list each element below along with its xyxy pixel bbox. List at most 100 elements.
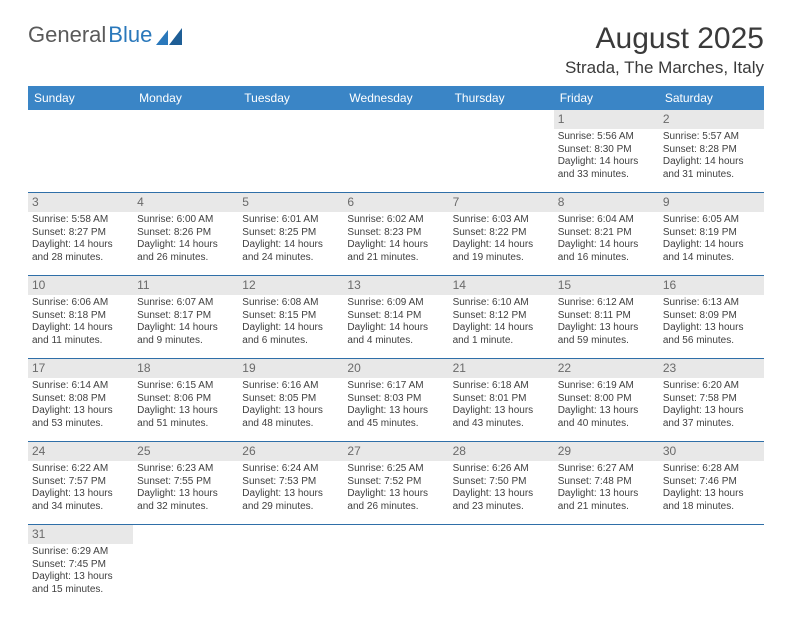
page-subtitle: Strada, The Marches, Italy [565, 58, 764, 78]
day-info-line: Sunset: 7:52 PM [347, 476, 444, 489]
day-info-line: and 56 minutes. [663, 335, 760, 348]
brand-logo: GeneralBlue [28, 22, 182, 48]
day-number: 11 [133, 276, 238, 295]
day-info-line: Sunset: 7:46 PM [663, 476, 760, 489]
calendar-header-row: SundayMondayTuesdayWednesdayThursdayFrid… [28, 86, 764, 110]
day-info-line: Sunset: 8:30 PM [558, 144, 655, 157]
day-info-line: Daylight: 13 hours [347, 405, 444, 418]
day-info-line: and 28 minutes. [32, 252, 129, 265]
calendar-empty-cell [28, 110, 133, 193]
day-info: Sunrise: 6:03 AMSunset: 8:22 PMDaylight:… [453, 214, 550, 264]
brand-part1: General [28, 22, 106, 48]
day-info-line: Sunset: 8:01 PM [453, 393, 550, 406]
calendar-day-cell: 1Sunrise: 5:56 AMSunset: 8:30 PMDaylight… [554, 110, 659, 193]
calendar-day-cell: 21Sunrise: 6:18 AMSunset: 8:01 PMDayligh… [449, 359, 554, 442]
day-number: 22 [554, 359, 659, 378]
day-info-line: Sunset: 8:18 PM [32, 310, 129, 323]
day-info-line: Daylight: 13 hours [453, 488, 550, 501]
day-number: 27 [343, 442, 448, 461]
day-info-line: and 45 minutes. [347, 418, 444, 431]
day-info-line: Daylight: 14 hours [663, 156, 760, 169]
day-info-line: Daylight: 13 hours [137, 405, 234, 418]
day-info-line: Daylight: 14 hours [242, 322, 339, 335]
day-info: Sunrise: 6:15 AMSunset: 8:06 PMDaylight:… [137, 380, 234, 430]
day-info: Sunrise: 6:02 AMSunset: 8:23 PMDaylight:… [347, 214, 444, 264]
day-info: Sunrise: 5:58 AMSunset: 8:27 PMDaylight:… [32, 214, 129, 264]
calendar-day-cell: 6Sunrise: 6:02 AMSunset: 8:23 PMDaylight… [343, 193, 448, 276]
calendar-week-row: 10Sunrise: 6:06 AMSunset: 8:18 PMDayligh… [28, 276, 764, 359]
day-number: 13 [343, 276, 448, 295]
day-info-line: Sunrise: 6:25 AM [347, 463, 444, 476]
calendar-empty-cell [238, 110, 343, 193]
day-number: 31 [28, 525, 133, 544]
day-info-line: Sunrise: 6:15 AM [137, 380, 234, 393]
day-info-line: Sunrise: 6:13 AM [663, 297, 760, 310]
calendar-week-row: 31Sunrise: 6:29 AMSunset: 7:45 PMDayligh… [28, 525, 764, 608]
day-info-line: Sunset: 8:03 PM [347, 393, 444, 406]
day-info-line: and 6 minutes. [242, 335, 339, 348]
day-number: 5 [238, 193, 343, 212]
day-info-line: Daylight: 14 hours [137, 322, 234, 335]
day-info-line: Sunset: 8:06 PM [137, 393, 234, 406]
day-info: Sunrise: 5:56 AMSunset: 8:30 PMDaylight:… [558, 131, 655, 181]
calendar-day-cell: 11Sunrise: 6:07 AMSunset: 8:17 PMDayligh… [133, 276, 238, 359]
day-info-line: Sunset: 7:53 PM [242, 476, 339, 489]
day-info-line: Daylight: 14 hours [347, 322, 444, 335]
day-info-line: and 1 minute. [453, 335, 550, 348]
day-info-line: and 24 minutes. [242, 252, 339, 265]
day-info-line: Sunrise: 6:17 AM [347, 380, 444, 393]
day-number: 7 [449, 193, 554, 212]
calendar-empty-cell [238, 525, 343, 608]
day-info-line: Sunrise: 6:08 AM [242, 297, 339, 310]
day-info-line: Sunrise: 5:56 AM [558, 131, 655, 144]
day-number: 30 [659, 442, 764, 461]
calendar-day-cell: 8Sunrise: 6:04 AMSunset: 8:21 PMDaylight… [554, 193, 659, 276]
day-info-line: and 19 minutes. [453, 252, 550, 265]
day-info: Sunrise: 6:09 AMSunset: 8:14 PMDaylight:… [347, 297, 444, 347]
day-info-line: and 53 minutes. [32, 418, 129, 431]
day-info-line: Daylight: 14 hours [558, 239, 655, 252]
calendar-day-cell: 12Sunrise: 6:08 AMSunset: 8:15 PMDayligh… [238, 276, 343, 359]
day-info: Sunrise: 5:57 AMSunset: 8:28 PMDaylight:… [663, 131, 760, 181]
weekday-header: Tuesday [238, 86, 343, 110]
day-number: 23 [659, 359, 764, 378]
weekday-header: Saturday [659, 86, 764, 110]
day-info-line: Sunrise: 6:23 AM [137, 463, 234, 476]
calendar-day-cell: 22Sunrise: 6:19 AMSunset: 8:00 PMDayligh… [554, 359, 659, 442]
day-info-line: Daylight: 13 hours [32, 405, 129, 418]
calendar-day-cell: 29Sunrise: 6:27 AMSunset: 7:48 PMDayligh… [554, 442, 659, 525]
day-info-line: Daylight: 13 hours [32, 488, 129, 501]
day-info-line: and 9 minutes. [137, 335, 234, 348]
day-info: Sunrise: 6:00 AMSunset: 8:26 PMDaylight:… [137, 214, 234, 264]
day-info-line: Sunset: 8:09 PM [663, 310, 760, 323]
day-info-line: and 31 minutes. [663, 169, 760, 182]
day-info: Sunrise: 6:27 AMSunset: 7:48 PMDaylight:… [558, 463, 655, 513]
day-info-line: Sunset: 8:22 PM [453, 227, 550, 240]
day-info: Sunrise: 6:04 AMSunset: 8:21 PMDaylight:… [558, 214, 655, 264]
day-info-line: and 21 minutes. [347, 252, 444, 265]
day-info-line: and 34 minutes. [32, 501, 129, 514]
weekday-header: Friday [554, 86, 659, 110]
day-info-line: Sunset: 7:58 PM [663, 393, 760, 406]
day-info-line: Sunset: 8:08 PM [32, 393, 129, 406]
day-info-line: and 26 minutes. [347, 501, 444, 514]
calendar-day-cell: 10Sunrise: 6:06 AMSunset: 8:18 PMDayligh… [28, 276, 133, 359]
calendar-empty-cell [449, 110, 554, 193]
calendar-empty-cell [554, 525, 659, 608]
day-info-line: Sunrise: 6:12 AM [558, 297, 655, 310]
day-number: 18 [133, 359, 238, 378]
day-info-line: and 59 minutes. [558, 335, 655, 348]
day-info-line: Daylight: 13 hours [558, 322, 655, 335]
day-info-line: Daylight: 14 hours [663, 239, 760, 252]
day-info-line: Sunset: 7:48 PM [558, 476, 655, 489]
day-info-line: and 18 minutes. [663, 501, 760, 514]
day-info-line: Daylight: 13 hours [242, 488, 339, 501]
day-info: Sunrise: 6:13 AMSunset: 8:09 PMDaylight:… [663, 297, 760, 347]
calendar-day-cell: 16Sunrise: 6:13 AMSunset: 8:09 PMDayligh… [659, 276, 764, 359]
day-info-line: and 4 minutes. [347, 335, 444, 348]
day-info-line: Sunset: 7:45 PM [32, 559, 129, 572]
day-info-line: Sunrise: 5:57 AM [663, 131, 760, 144]
day-info: Sunrise: 6:14 AMSunset: 8:08 PMDaylight:… [32, 380, 129, 430]
weekday-header: Wednesday [343, 86, 448, 110]
day-info-line: Daylight: 13 hours [242, 405, 339, 418]
